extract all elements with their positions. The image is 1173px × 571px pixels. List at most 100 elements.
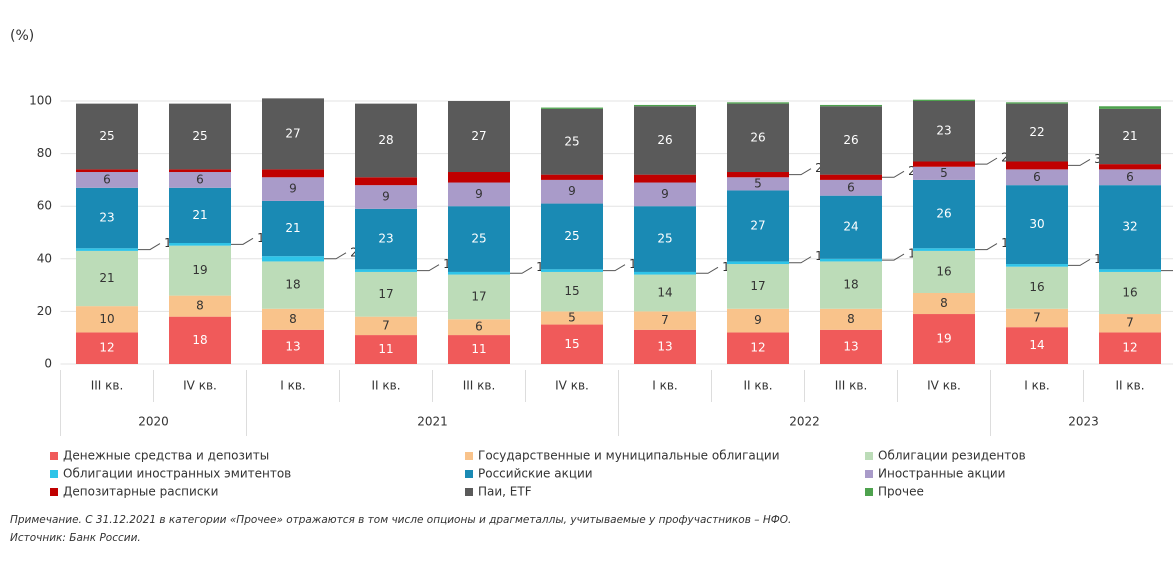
data-label: 5: [940, 166, 948, 180]
leader-line: [696, 266, 719, 274]
bar-segment: [727, 177, 789, 191]
bar-segment: [1006, 308, 1068, 328]
data-label: 3: [1094, 152, 1102, 166]
bar-segment: [169, 187, 231, 244]
year-label: 2022: [789, 415, 820, 429]
bar-segment: [355, 103, 417, 178]
bar-segment: [541, 107, 603, 109]
data-label: 30: [1029, 217, 1044, 231]
data-label: 21: [1122, 129, 1137, 143]
data-label: 9: [475, 187, 483, 201]
x-tick-label: III кв.: [463, 379, 496, 393]
bar-segment: [1006, 103, 1068, 162]
bar-segment: [820, 106, 882, 175]
bar-segment: [355, 269, 417, 272]
data-label: 10: [99, 312, 114, 326]
legend-swatch: [865, 488, 873, 496]
data-label: 7: [382, 318, 390, 332]
bar-segment: [355, 177, 417, 186]
bar-segment: [1006, 169, 1068, 186]
data-label: 28: [378, 133, 393, 147]
bar-segment: [913, 179, 975, 249]
data-label: 17: [750, 279, 765, 293]
bar-segment: [169, 103, 231, 170]
bar-segment: [913, 292, 975, 315]
bar-segment: [541, 203, 603, 270]
bar-segment: [727, 308, 789, 333]
data-label: 16: [936, 264, 951, 278]
leader-line: [1161, 270, 1173, 272]
x-tick-label: II кв.: [743, 379, 772, 393]
leader-line: [231, 237, 254, 245]
legend-swatch: [865, 470, 873, 478]
bar-segment: [262, 98, 324, 170]
x-tick-label: II кв.: [1115, 379, 1144, 393]
data-label: 18: [285, 278, 300, 292]
data-label: 26: [750, 130, 765, 144]
bar-segment: [727, 190, 789, 262]
bar-segment: [1099, 332, 1161, 364]
year-label: 2023: [1068, 415, 1099, 429]
legend-label: Прочее: [878, 485, 924, 499]
data-label: 25: [471, 232, 486, 246]
y-tick-label: 0: [44, 357, 52, 371]
data-label: 19: [192, 263, 207, 277]
data-label: 15: [564, 337, 579, 351]
y-axis-label: (%): [10, 28, 34, 44]
data-label: 9: [661, 187, 669, 201]
leader-line: [789, 256, 812, 264]
legend-label: Государственные и муниципальные облигаци…: [478, 449, 780, 463]
bar-segment: [262, 177, 324, 201]
y-tick-label: 20: [37, 304, 52, 318]
data-label: 25: [657, 232, 672, 246]
bar-segment: [727, 261, 789, 265]
data-label: 13: [285, 339, 300, 353]
bar-segment: [1006, 102, 1068, 104]
data-label: 27: [471, 129, 486, 143]
legend-swatch: [50, 470, 58, 478]
bar-segment: [541, 324, 603, 364]
x-tick-label: I кв.: [652, 379, 678, 393]
legend-label: Денежные средства и депозиты: [63, 449, 269, 463]
x-tick-label: IV кв.: [555, 379, 589, 393]
data-label: 25: [192, 129, 207, 143]
data-label: 14: [657, 285, 672, 299]
data-label: 12: [750, 341, 765, 355]
bar-segment: [448, 274, 510, 320]
year-label: 2020: [138, 415, 169, 429]
bar-segment: [1099, 169, 1161, 186]
bar-segment: [448, 335, 510, 364]
bar-segment: [262, 200, 324, 257]
leader-line: [1068, 258, 1091, 266]
bar-segment: [634, 329, 696, 364]
bar-segment: [541, 174, 603, 180]
bar-segment: [727, 172, 789, 178]
bar-segment: [448, 271, 510, 275]
data-label: 18: [192, 333, 207, 347]
y-tick-label: 40: [37, 251, 52, 265]
legend-label: Российские акции: [478, 467, 593, 481]
legend-label: Депозитарные расписки: [63, 485, 218, 499]
data-label: 16: [1029, 280, 1044, 294]
data-label: 23: [99, 211, 114, 225]
bar-segment: [541, 269, 603, 272]
data-label: 18: [843, 278, 858, 292]
data-label: 9: [382, 189, 390, 203]
bar-segment: [1099, 106, 1161, 109]
bar-segment: [169, 245, 231, 296]
bar-segment: [634, 274, 696, 312]
bar-segment: [820, 329, 882, 364]
bar-segment: [1006, 161, 1068, 170]
bar-segment: [262, 329, 324, 364]
legend-label: Паи, ETF: [478, 485, 532, 499]
bar-segment: [541, 108, 603, 175]
bar-segment: [448, 172, 510, 183]
data-label: 11: [471, 342, 486, 356]
bar-segment: [76, 169, 138, 173]
x-tick-label: II кв.: [371, 379, 400, 393]
y-tick-label: 80: [37, 146, 52, 160]
data-label: 7: [1033, 310, 1041, 324]
bar-segment: [355, 271, 417, 317]
bar-segment: [634, 206, 696, 272]
x-tick-label: IV кв.: [183, 379, 217, 393]
